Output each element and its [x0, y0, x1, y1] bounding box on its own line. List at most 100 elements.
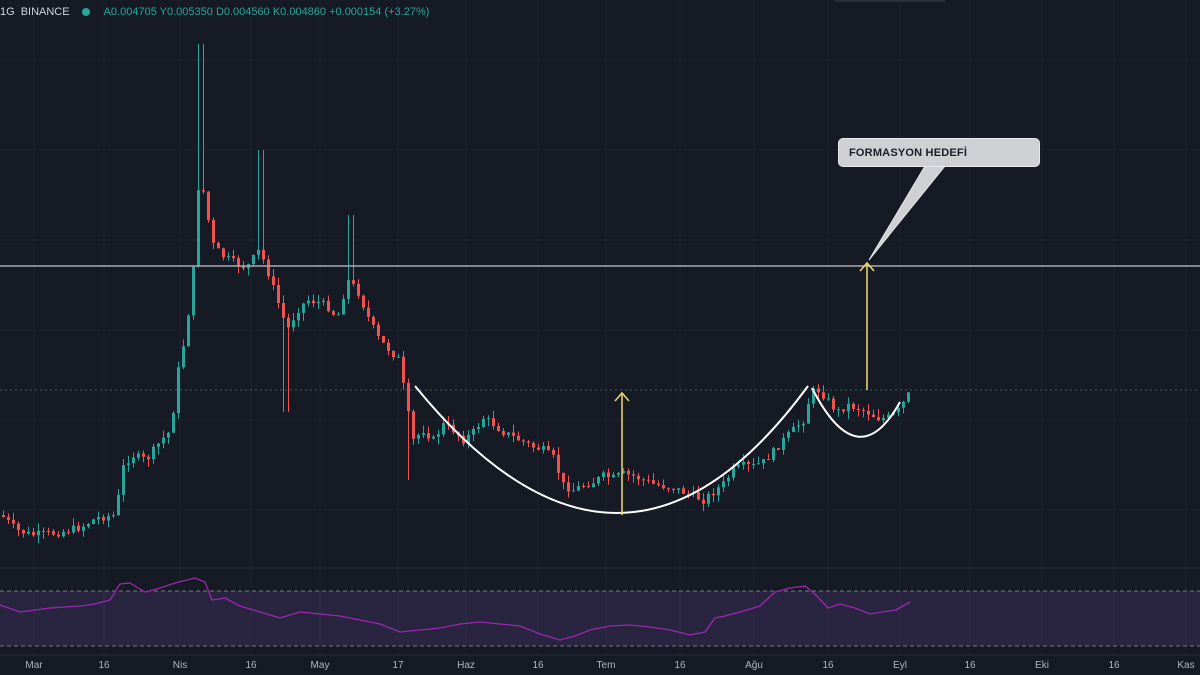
- candle-body: [442, 423, 445, 435]
- candle-body: [142, 453, 145, 457]
- candle-body: [32, 531, 35, 536]
- candle-body: [307, 300, 310, 304]
- candle-body: [482, 418, 485, 427]
- x-tick-label: Nis: [173, 660, 187, 671]
- candle-body: [622, 470, 625, 474]
- candle-body: [12, 519, 15, 524]
- cup-curve: [414, 385, 809, 514]
- candle-body: [302, 303, 305, 313]
- target-arrow-head: [859, 261, 875, 272]
- candle-body: [437, 434, 440, 437]
- candle-body: [82, 526, 85, 531]
- candle-body: [882, 417, 885, 421]
- candle-body: [577, 485, 580, 491]
- candle-body: [327, 300, 330, 312]
- candle-body: [382, 336, 385, 343]
- candle-body: [837, 409, 840, 411]
- candle-body: [257, 249, 260, 255]
- candle-body: [172, 413, 175, 433]
- candle-body: [297, 312, 300, 321]
- x-tick-label: Mar: [25, 660, 43, 671]
- candle-body: [797, 425, 800, 427]
- candle-body: [62, 531, 65, 537]
- x-tick-label: 16: [1108, 660, 1120, 671]
- candle-body: [422, 433, 425, 435]
- candle-body: [877, 417, 880, 421]
- top-toolbar-edge: [835, 0, 945, 2]
- candle-body: [287, 317, 290, 328]
- candle-body: [107, 516, 110, 521]
- candle-body: [392, 350, 395, 358]
- candle-body: [337, 314, 340, 316]
- market-status-dot: [81, 8, 90, 16]
- candle-body: [237, 258, 240, 267]
- candle-body: [662, 484, 665, 489]
- x-tick-label: 16: [245, 660, 257, 671]
- candle-body: [802, 423, 805, 426]
- interval-label: 1G: [0, 6, 15, 18]
- candle-body: [512, 432, 515, 436]
- candle-body: [412, 411, 415, 439]
- candle-body: [632, 474, 635, 476]
- candle-body: [377, 324, 380, 337]
- candle-body: [757, 463, 760, 465]
- candle-body: [7, 516, 10, 520]
- x-tick-label: 17: [392, 660, 404, 671]
- candle-body: [132, 457, 135, 464]
- candle-body: [767, 459, 770, 461]
- candle-body: [582, 485, 585, 487]
- candle-body: [467, 434, 470, 444]
- candle-body: [242, 266, 245, 269]
- candle-body: [262, 249, 265, 260]
- candle-body: [157, 443, 160, 447]
- candle-body: [842, 409, 845, 412]
- candle-body: [862, 410, 865, 412]
- candle-body: [637, 475, 640, 480]
- candle-body: [777, 448, 780, 450]
- x-tick-label: May: [311, 660, 330, 671]
- candle-body: [902, 401, 905, 408]
- candle-body: [97, 516, 100, 520]
- candle-body: [342, 298, 345, 315]
- candle-body: [887, 414, 890, 418]
- candle-body: [217, 242, 220, 249]
- candle-body: [292, 320, 295, 328]
- candle-body: [562, 472, 565, 483]
- candle-body: [42, 530, 45, 532]
- candle-body: [492, 418, 495, 427]
- candle-body: [657, 483, 660, 485]
- candle-body: [707, 493, 710, 504]
- candle-body: [772, 448, 775, 460]
- x-tick-label: Eki: [1035, 660, 1049, 671]
- candle-body: [602, 472, 605, 477]
- callout-text: FORMASYON HEDEFİ: [849, 146, 968, 159]
- candle-body: [867, 410, 870, 415]
- rsi-band: [0, 591, 1200, 646]
- candle-body: [782, 437, 785, 450]
- candle-body: [152, 446, 155, 460]
- candle-body: [17, 523, 20, 530]
- candle-body: [57, 534, 60, 537]
- candle-body: [72, 525, 75, 533]
- x-tick-label: Tem: [597, 660, 616, 671]
- candle-body: [792, 426, 795, 432]
- candle-body: [852, 403, 855, 409]
- candle-body: [592, 483, 595, 488]
- candle-body: [77, 525, 80, 531]
- candle-body: [477, 426, 480, 429]
- candle-body: [177, 367, 180, 414]
- candle-body: [817, 388, 820, 393]
- candle-body: [362, 295, 365, 308]
- candle-body: [627, 470, 630, 475]
- candle-body: [617, 473, 620, 475]
- candle-body: [677, 488, 680, 491]
- candle-body: [567, 482, 570, 492]
- candle-body: [272, 276, 275, 285]
- formation-target-callout[interactable]: FORMASYON HEDEFİ: [838, 138, 1040, 167]
- candle-body: [277, 284, 280, 303]
- candle-body: [102, 516, 105, 521]
- candle-body: [502, 430, 505, 436]
- candle-body: [532, 442, 535, 448]
